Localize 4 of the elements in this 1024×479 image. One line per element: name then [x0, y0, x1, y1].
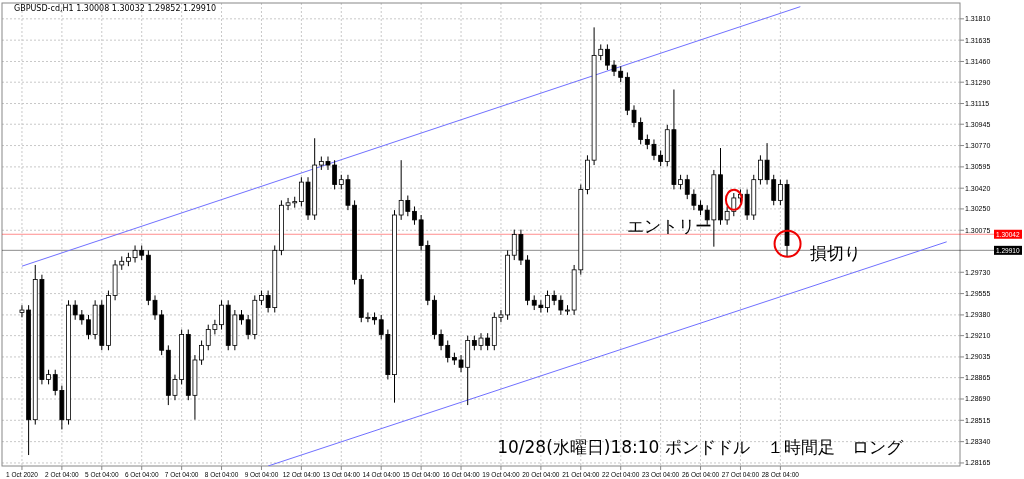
annotation: 損切り	[809, 242, 861, 263]
chart-title: GBPUSD-cd,H1 1.30008 1.30032 1.29852 1.29910	[14, 4, 217, 13]
annotation: 10/28(水曜日)18:10 ポンドドル １時間足 ロング	[497, 437, 904, 457]
annotation: エントリー	[626, 215, 712, 236]
